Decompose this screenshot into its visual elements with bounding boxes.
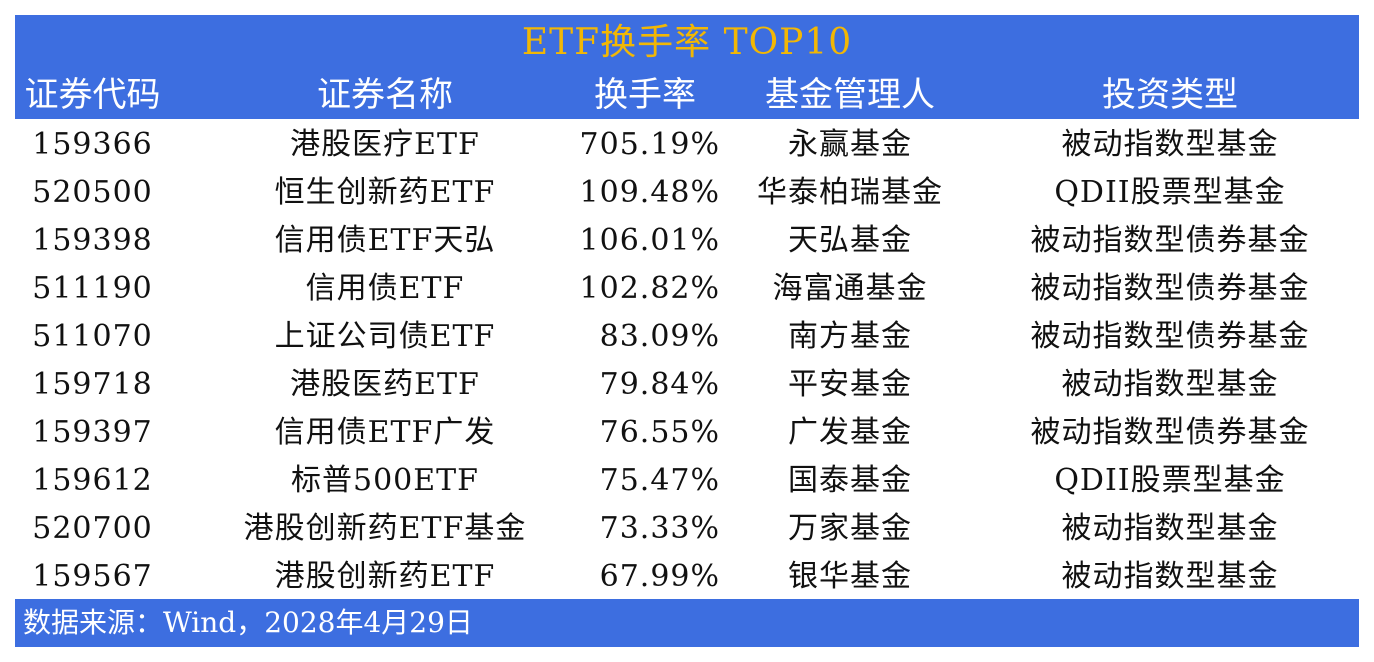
cell-type: 被动指数型债券基金 [1030,271,1310,306]
table-row: 511070 上证公司债ETF 83.09% 南方基金 被动指数型债券基金 [15,313,1359,361]
cell-turnover: 705.19% [579,127,720,162]
column-header-type: 投资类型 [1102,75,1238,115]
cell-name: 信用债ETF [305,271,465,306]
cell-name: 港股医疗ETF [290,127,480,162]
cell-type: QDII股票型基金 [1054,175,1286,210]
cell-code: 511190 [32,271,153,306]
cell-name: 港股创新药ETF [274,559,496,594]
column-headers: 证券代码 证券名称 换手率 基金管理人 投资类型 [15,71,1359,119]
cell-manager: 平安基金 [788,367,912,402]
cell-name: 上证公司债ETF [274,319,496,354]
cell-type: QDII股票型基金 [1054,463,1286,498]
cell-turnover: 76.55% [599,415,720,450]
cell-turnover: 83.09% [599,319,720,354]
table-row: 511190 信用债ETF 102.82% 海富通基金 被动指数型债券基金 [15,265,1359,313]
column-header-manager: 基金管理人 [765,75,935,115]
cell-turnover: 79.84% [599,367,720,402]
table-row: 159398 信用债ETF天弘 106.01% 天弘基金 被动指数型债券基金 [15,217,1359,265]
table-row: 159718 港股医药ETF 79.84% 平安基金 被动指数型基金 [15,361,1359,409]
source-text: 数据来源：Wind，2028年4月29日 [23,606,473,639]
cell-name: 港股医药ETF [290,367,480,402]
column-header-code: 证券代码 [24,75,161,115]
cell-turnover: 106.01% [579,223,720,258]
cell-type: 被动指数型基金 [1061,127,1279,162]
cell-code: 159567 [32,559,153,594]
cell-turnover: 67.99% [599,559,720,594]
cell-manager: 广发基金 [788,415,912,450]
table-header: ETF换手率 TOP10 证券代码 证券名称 换手率 基金管理人 投资类型 [15,15,1359,119]
table-row: 520500 恒生创新药ETF 109.48% 华泰柏瑞基金 QDII股票型基金 [15,169,1359,217]
cell-type: 被动指数型基金 [1061,559,1279,594]
table-title: ETF换手率 TOP10 [521,22,853,63]
cell-code: 159366 [32,127,153,162]
etf-table: ETF换手率 TOP10 证券代码 证券名称 换手率 基金管理人 投资类型 15… [15,15,1359,594]
table-row: 159567 港股创新药ETF 67.99% 银华基金 被动指数型基金 [15,553,1359,601]
cell-turnover: 109.48% [579,175,720,210]
cell-code: 511070 [32,319,153,354]
table-row: 159366 港股医疗ETF 705.19% 永赢基金 被动指数型基金 [15,121,1359,169]
cell-name: 信用债ETF广发 [274,415,496,450]
cell-turnover: 73.33% [599,511,720,546]
cell-code: 520700 [32,511,153,546]
cell-manager: 海富通基金 [772,271,928,306]
cell-name: 港股创新药ETF基金 [243,511,527,546]
cell-type: 被动指数型债券基金 [1030,319,1310,354]
cell-name: 标普500ETF [291,463,479,498]
cell-type: 被动指数型债券基金 [1030,415,1310,450]
cell-name: 信用债ETF天弘 [274,223,496,258]
cell-manager: 天弘基金 [788,223,912,258]
cell-turnover: 75.47% [599,463,720,498]
cell-name: 恒生创新药ETF [274,175,496,210]
cell-manager: 万家基金 [788,511,912,546]
cell-type: 被动指数型基金 [1061,511,1279,546]
cell-turnover: 102.82% [579,271,720,306]
cell-type: 被动指数型债券基金 [1030,223,1310,258]
cell-manager: 南方基金 [788,319,912,354]
cell-manager: 华泰柏瑞基金 [757,175,943,210]
cell-code: 159612 [32,463,153,498]
cell-code: 159398 [32,223,153,258]
table-body: 159366 港股医疗ETF 705.19% 永赢基金 被动指数型基金 5205… [15,121,1359,601]
cell-code: 159718 [32,367,153,402]
column-header-turnover: 换手率 [594,75,696,115]
cell-manager: 永赢基金 [788,127,912,162]
column-header-name: 证券名称 [317,75,453,115]
source-footer: 数据来源：Wind，2028年4月29日 [15,599,1359,647]
cell-manager: 国泰基金 [788,463,912,498]
table-row: 159612 标普500ETF 75.47% 国泰基金 QDII股票型基金 [15,457,1359,505]
cell-manager: 银华基金 [788,559,912,594]
cell-type: 被动指数型基金 [1061,367,1279,402]
cell-code: 159397 [32,415,153,450]
table-row: 520700 港股创新药ETF基金 73.33% 万家基金 被动指数型基金 [15,505,1359,553]
cell-code: 520500 [32,175,153,210]
table-row: 159397 信用债ETF广发 76.55% 广发基金 被动指数型债券基金 [15,409,1359,457]
